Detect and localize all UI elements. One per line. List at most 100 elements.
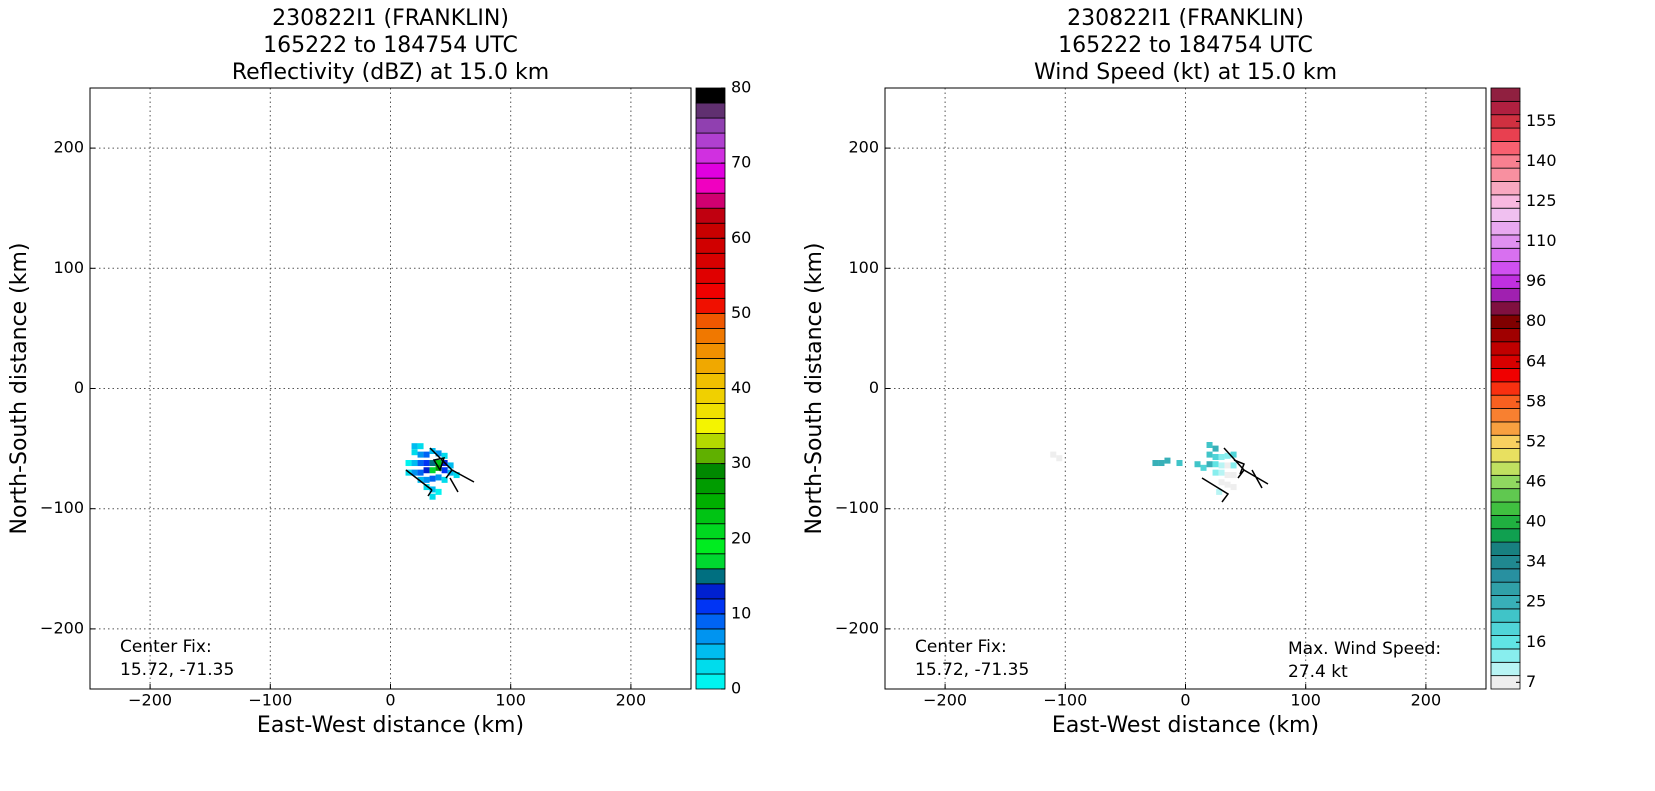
colorbar-tick-label: 30 bbox=[731, 453, 751, 472]
data-cell bbox=[423, 460, 430, 467]
data-cell bbox=[441, 467, 448, 474]
data-cell bbox=[1212, 445, 1219, 452]
data-cell bbox=[411, 443, 418, 450]
chart-title: Wind Speed (kt) at 15.0 km bbox=[1034, 60, 1337, 85]
colorbar-segment bbox=[1490, 461, 1521, 476]
data-cell bbox=[423, 451, 430, 458]
colorbar-segment bbox=[695, 117, 726, 134]
data-cell bbox=[1224, 472, 1231, 479]
annotation: Center Fix: bbox=[915, 637, 1007, 657]
colorbar-segment bbox=[1490, 167, 1521, 182]
x-axis-label: East-West distance (km) bbox=[257, 713, 524, 738]
data-cell bbox=[417, 476, 424, 483]
colorbar-segment bbox=[695, 463, 726, 480]
colorbar-tick-label: 60 bbox=[731, 228, 751, 247]
chart-title: 230822I1 (FRANKLIN) bbox=[272, 6, 509, 31]
colorbar-segment bbox=[1490, 621, 1521, 636]
colorbar-segment bbox=[1490, 301, 1521, 316]
data-cell bbox=[417, 451, 424, 458]
colorbar-segment bbox=[695, 448, 726, 465]
data-cell bbox=[1212, 469, 1219, 476]
y-tick-label: 0 bbox=[74, 378, 84, 397]
data-cell bbox=[417, 443, 424, 450]
colorbar-segment bbox=[1490, 648, 1521, 663]
colorbar-segment bbox=[695, 538, 726, 555]
colorbar-tick-label: 7 bbox=[1526, 672, 1536, 691]
data-cell bbox=[435, 460, 442, 467]
data-cell bbox=[1164, 457, 1171, 464]
data-cell bbox=[429, 493, 436, 500]
colorbar-segment bbox=[695, 312, 726, 329]
data-cell bbox=[1200, 464, 1207, 471]
colorbar-tick-label: 140 bbox=[1526, 151, 1557, 170]
data-cell bbox=[1216, 488, 1223, 495]
colorbar-segment bbox=[1490, 635, 1521, 650]
y-tick-label: 100 bbox=[53, 258, 84, 277]
x-tick-label: −200 bbox=[923, 691, 967, 710]
colorbar-segment bbox=[1490, 181, 1521, 196]
data-cell bbox=[1218, 469, 1225, 476]
colorbar-segment bbox=[695, 373, 726, 389]
data-cell bbox=[1176, 460, 1183, 467]
colorbar-segment bbox=[1490, 207, 1521, 222]
colorbar-segment bbox=[1490, 127, 1521, 142]
data-cell bbox=[423, 476, 430, 483]
colorbar-segment bbox=[1490, 394, 1521, 409]
data-cell bbox=[429, 486, 436, 493]
data-cell bbox=[1212, 454, 1219, 461]
x-tick-label: 100 bbox=[495, 691, 526, 710]
chart-title: 165222 to 184754 UTC bbox=[1058, 33, 1313, 58]
annotation: Center Fix: bbox=[120, 637, 212, 657]
colorbar-segment bbox=[1490, 114, 1521, 129]
colorbar-tick-label: 40 bbox=[731, 378, 751, 397]
y-tick-label: −100 bbox=[40, 498, 84, 517]
colorbar-segment bbox=[1490, 287, 1521, 303]
data-cell bbox=[429, 460, 436, 467]
colorbar-segment bbox=[695, 598, 726, 615]
colorbar-segment bbox=[1490, 581, 1521, 596]
y-tick-label: −200 bbox=[835, 618, 879, 637]
data-cell bbox=[1230, 462, 1237, 469]
colorbar-segment bbox=[695, 418, 726, 434]
data-cell bbox=[1224, 452, 1231, 459]
plot-frame bbox=[884, 87, 1487, 690]
colorbar-tick-label: 52 bbox=[1526, 431, 1546, 450]
colorbar-segment bbox=[695, 237, 726, 254]
colorbar-segment bbox=[695, 643, 726, 660]
data-cell bbox=[441, 476, 448, 483]
data-cell bbox=[1230, 472, 1237, 479]
data-cell bbox=[1206, 441, 1213, 448]
x-tick-label: −200 bbox=[128, 691, 172, 710]
colorbar-segment bbox=[695, 343, 726, 359]
colorbar-segment bbox=[695, 132, 726, 149]
colorbar-segment bbox=[1490, 154, 1521, 169]
colorbar-segment bbox=[1490, 100, 1521, 116]
colorbar-tick-label: 50 bbox=[731, 303, 751, 322]
data-cell bbox=[1218, 479, 1225, 486]
colorbar-segment bbox=[695, 658, 726, 675]
x-tick-label: 200 bbox=[616, 691, 647, 710]
data-cell bbox=[1230, 451, 1237, 458]
colorbar-segment bbox=[1490, 368, 1521, 383]
colorbar-segment bbox=[1490, 141, 1521, 156]
colorbar-segment bbox=[695, 583, 726, 600]
colorbar-segment bbox=[695, 207, 726, 224]
colorbar-tick-label: 25 bbox=[1526, 592, 1546, 611]
y-tick-label: 200 bbox=[848, 138, 879, 157]
data-cell bbox=[435, 474, 442, 481]
colorbar-segment bbox=[695, 403, 726, 419]
colorbar-segment bbox=[1490, 194, 1521, 209]
chart-title: Reflectivity (dBZ) at 15.0 km bbox=[232, 60, 549, 85]
data-cell bbox=[1212, 461, 1219, 468]
colorbar-segment bbox=[695, 177, 726, 194]
colorbar-segment bbox=[1490, 474, 1521, 490]
y-tick-label: 100 bbox=[848, 258, 879, 277]
data-cell bbox=[411, 449, 418, 456]
colorbar-segment bbox=[1490, 327, 1521, 343]
colorbar-tick-label: 125 bbox=[1526, 191, 1557, 210]
data-cell bbox=[441, 452, 448, 459]
colorbar-tick-label: 96 bbox=[1526, 271, 1546, 290]
colorbar-segment bbox=[695, 102, 726, 119]
colorbar-segment bbox=[695, 628, 726, 645]
